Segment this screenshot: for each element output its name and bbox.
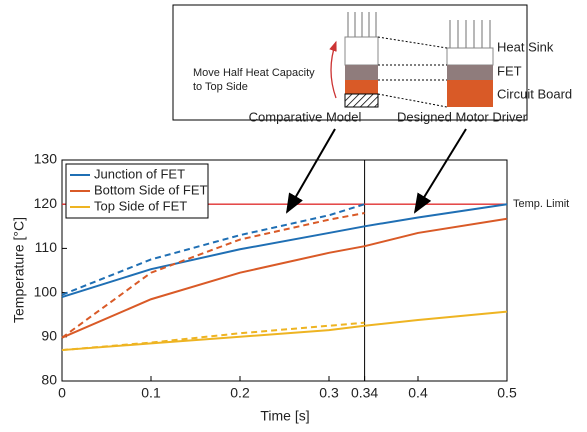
y-tick-label: 130	[34, 151, 58, 167]
series-line	[61, 203, 365, 296]
arrow	[285, 128, 336, 214]
note-line: to Top Side	[193, 81, 248, 93]
x-tick-label: 0.4	[408, 385, 428, 401]
y-tick-label: 80	[41, 372, 57, 388]
y-tick-label: 90	[41, 328, 57, 344]
series-line	[61, 203, 508, 298]
inset-diagram: Move Half Heat Capacity to Top Side Heat…	[172, 4, 572, 124]
x-tick-label: 0.1	[141, 385, 161, 401]
x-tick-label: 0.3	[319, 385, 339, 401]
note-line: Move Half Heat Capacity	[193, 67, 315, 79]
x-tick-label: 0.5	[497, 385, 517, 401]
legend-label: Junction of FET	[94, 166, 185, 181]
y-tick-label: 100	[34, 283, 58, 299]
x-tick-label: 0.34	[351, 385, 378, 401]
y-axis-label: Temperature [°C]	[11, 217, 27, 323]
legend-label: Top Side of FET	[94, 198, 187, 213]
limit-label: Temp. Limit	[513, 198, 569, 210]
series-line	[61, 310, 508, 352]
x-tick-label: 0	[58, 385, 66, 401]
series-line	[61, 212, 365, 339]
layer-label: Heat Sink	[497, 39, 554, 54]
caption: Comparative Model	[249, 109, 362, 124]
series-line	[61, 217, 508, 339]
caption: Designed Motor Driver	[397, 109, 528, 124]
y-tick-label: 120	[34, 195, 58, 211]
y-tick-label: 110	[35, 239, 58, 255]
layer-label: FET	[497, 63, 522, 78]
layer-label: Circuit Board	[497, 86, 572, 101]
x-tick-label: 0.2	[230, 385, 250, 401]
series-line	[61, 321, 365, 352]
arrow	[413, 128, 467, 214]
x-axis-label: Time [s]	[260, 408, 309, 424]
legend-label: Bottom Side of FET	[94, 182, 207, 197]
